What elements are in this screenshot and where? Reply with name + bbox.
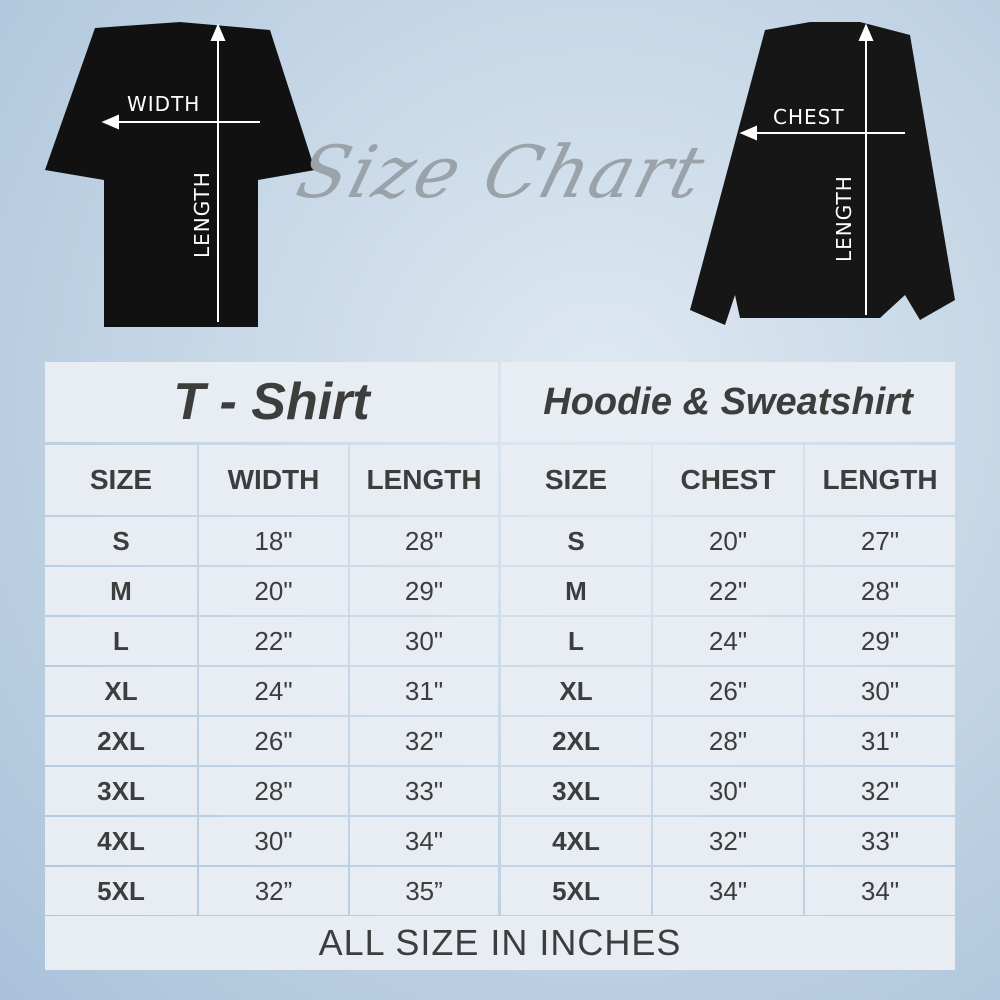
measurement-cell: 30" [805, 667, 955, 715]
measurement-cell: 33" [805, 817, 955, 865]
size-cell: 2XL [501, 717, 651, 765]
measurement-cell: 26" [653, 667, 803, 715]
size-cell: M [45, 567, 197, 615]
measurement-cell: 34" [805, 867, 955, 915]
measurement-cell: 28" [805, 567, 955, 615]
size-cell: 2XL [45, 717, 197, 765]
column-header: LENGTH [350, 445, 498, 515]
measurement-cell: 34" [350, 817, 498, 865]
sweatshirt-length-label: LENGTH [832, 175, 856, 262]
units-note: ALL SIZE IN INCHES [45, 916, 955, 970]
hoodie-title: Hoodie & Sweatshirt [501, 362, 955, 442]
garment-illustrations [45, 22, 955, 327]
measurement-cell: 27" [805, 517, 955, 565]
measurement-cell: 35” [350, 867, 498, 915]
tshirt-length-label: LENGTH [190, 171, 214, 258]
measurement-cell: 32" [805, 767, 955, 815]
measurement-cell: 20" [199, 567, 348, 615]
measurement-cell: 22" [199, 617, 348, 665]
size-cell: M [501, 567, 651, 615]
column-header: SIZE [501, 445, 651, 515]
tshirt-image [45, 22, 315, 327]
size-cell: 4XL [501, 817, 651, 865]
measurement-cell: 28" [199, 767, 348, 815]
size-cell: 3XL [45, 767, 197, 815]
measurement-cell: 26" [199, 717, 348, 765]
measurement-cell: 28" [653, 717, 803, 765]
measurement-cell: 24" [653, 617, 803, 665]
measurement-cell: 29" [350, 567, 498, 615]
sweatshirt-image [690, 22, 955, 325]
measurement-cell: 30" [199, 817, 348, 865]
column-header: SIZE [45, 445, 197, 515]
measurement-cell: 22" [653, 567, 803, 615]
measurement-cell: 18" [199, 517, 348, 565]
column-header: LENGTH [805, 445, 955, 515]
measurement-cell: 30" [350, 617, 498, 665]
measurement-cell: 20" [653, 517, 803, 565]
measurement-cell: 29" [805, 617, 955, 665]
measurement-cell: 32" [653, 817, 803, 865]
size-chart-heading: Size Chart [288, 130, 715, 214]
measurement-cell: 32" [350, 717, 498, 765]
tshirt-width-label: WIDTH [127, 92, 201, 116]
size-cell: S [45, 517, 197, 565]
measurement-cell: 34" [653, 867, 803, 915]
size-cell: L [501, 617, 651, 665]
measurement-cell: 24" [199, 667, 348, 715]
column-header: WIDTH [199, 445, 348, 515]
size-cell: L [45, 617, 197, 665]
size-cell: 3XL [501, 767, 651, 815]
measurement-cell: 31" [350, 667, 498, 715]
size-cell: S [501, 517, 651, 565]
measurement-cell: 30" [653, 767, 803, 815]
tshirt-title: T - Shirt [45, 362, 498, 442]
sweatshirt-chest-label: CHEST [773, 105, 845, 129]
size-cell: 4XL [45, 817, 197, 865]
size-cell: 5XL [501, 867, 651, 915]
size-cell: XL [45, 667, 197, 715]
measurement-cell: 33" [350, 767, 498, 815]
size-cell: 5XL [45, 867, 197, 915]
measurement-cell: 28" [350, 517, 498, 565]
measurement-cell: 31" [805, 717, 955, 765]
size-cell: XL [501, 667, 651, 715]
column-header: CHEST [653, 445, 803, 515]
measurement-cell: 32” [199, 867, 348, 915]
